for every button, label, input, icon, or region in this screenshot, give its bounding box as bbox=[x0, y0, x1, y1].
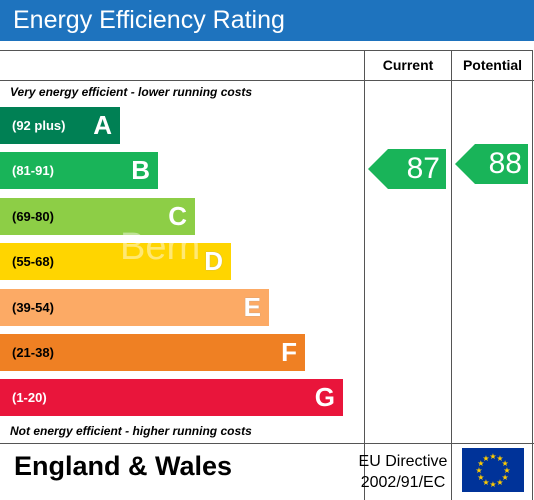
band-range: (92 plus) bbox=[12, 118, 66, 133]
note-inefficient: Not energy efficient - higher running co… bbox=[10, 424, 252, 438]
star-icon: ★ bbox=[489, 452, 496, 461]
rating-table bbox=[0, 50, 533, 500]
watermark: Bern bbox=[120, 226, 201, 268]
divider bbox=[364, 50, 365, 500]
divider bbox=[0, 443, 534, 444]
band-letter: B bbox=[131, 155, 150, 185]
band-e: (39-54) E bbox=[0, 289, 269, 326]
potential-rating-value: 88 bbox=[488, 147, 522, 180]
band-range: (55-68) bbox=[12, 254, 54, 269]
band-letter: A bbox=[93, 110, 112, 140]
band-a: (92 plus) A bbox=[0, 107, 120, 144]
column-header-current: Current bbox=[382, 57, 434, 73]
star-icon: ★ bbox=[496, 454, 503, 463]
band-letter: G bbox=[314, 382, 335, 412]
page-title: Energy Efficiency Rating bbox=[0, 0, 534, 41]
star-icon: ★ bbox=[475, 466, 482, 475]
band-letter: C bbox=[168, 201, 187, 231]
band-letter: D bbox=[204, 246, 223, 276]
current-rating-value: 87 bbox=[406, 152, 440, 185]
band-c: (69-80) C bbox=[0, 198, 195, 235]
directive-line-1: EU Directive bbox=[358, 453, 448, 470]
directive-line-2: 2002/91/EC bbox=[360, 474, 446, 491]
arrow-shape-current bbox=[368, 149, 446, 189]
band-range: (39-54) bbox=[12, 300, 54, 315]
star-icon: ★ bbox=[502, 459, 509, 468]
eu-directive: EU Directive 2002/91/EC bbox=[350, 451, 456, 493]
band-letter: E bbox=[243, 292, 261, 322]
band-f: (21-38) F bbox=[0, 334, 305, 371]
eu-flag-icon: ★ ★ ★ ★ ★ ★ ★ ★ ★ ★ ★ ★ bbox=[462, 448, 524, 492]
potential-rating-arrow: 88 bbox=[455, 144, 528, 184]
star-icon: ★ bbox=[477, 473, 484, 482]
band-d: (55-68) D bbox=[0, 243, 231, 280]
region-label: England & Wales bbox=[14, 451, 233, 481]
band-range: (81-91) bbox=[12, 163, 54, 178]
note-efficient: Very energy efficient - lower running co… bbox=[10, 85, 253, 99]
star-icon: ★ bbox=[477, 459, 484, 468]
star-icon: ★ bbox=[503, 466, 510, 475]
star-icon: ★ bbox=[502, 473, 509, 482]
band-range: (1-20) bbox=[12, 390, 47, 405]
star-icon: ★ bbox=[482, 454, 489, 463]
band-range: (21-38) bbox=[12, 345, 54, 360]
current-rating-arrow: 87 bbox=[368, 149, 446, 189]
band-letter: F bbox=[281, 337, 297, 367]
band-range: (69-80) bbox=[12, 209, 54, 224]
divider bbox=[0, 80, 534, 81]
divider bbox=[451, 50, 452, 500]
arrow-shape-potential bbox=[455, 144, 528, 184]
band-g: (1-20) G bbox=[0, 379, 343, 416]
column-header-potential: Potential bbox=[462, 57, 523, 73]
star-icon: ★ bbox=[482, 478, 489, 487]
star-icon: ★ bbox=[496, 478, 503, 487]
band-b: (81-91) B bbox=[0, 152, 158, 189]
star-icon: ★ bbox=[489, 480, 496, 489]
